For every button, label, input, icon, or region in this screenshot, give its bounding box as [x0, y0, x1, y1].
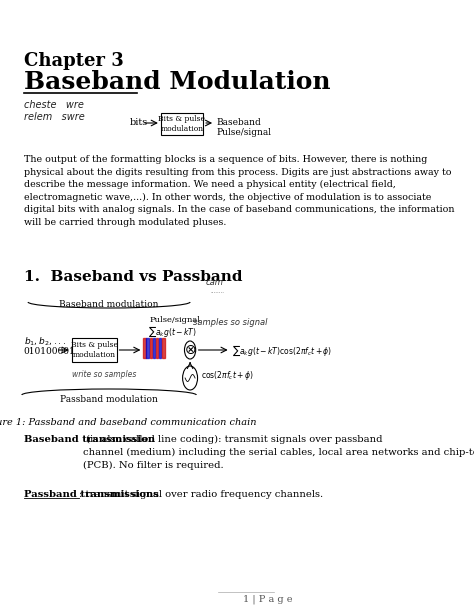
Bar	[143, 338, 146, 358]
Text: ........: ........	[210, 289, 225, 294]
Text: $b_1, b_2, ...$: $b_1, b_2, ...$	[24, 335, 66, 348]
Text: : transmit signal over radio frequency channels.: : transmit signal over radio frequency c…	[79, 490, 323, 499]
Text: Passband transmissions: Passband transmissions	[24, 490, 159, 499]
Text: cheste   wre: cheste wre	[24, 100, 83, 110]
Text: (is also called line coding): transmit signals over passband
channel (medium) in: (is also called line coding): transmit s…	[83, 435, 474, 470]
Text: Baseband modulation: Baseband modulation	[59, 300, 159, 309]
Bar	[159, 338, 162, 358]
Circle shape	[182, 366, 198, 390]
Text: 1.  Baseband vs Passband: 1. Baseband vs Passband	[24, 270, 242, 284]
Text: $\sum a_k g(t-kT)\cos(2\pi f_c t + \phi)$: $\sum a_k g(t-kT)\cos(2\pi f_c t + \phi)…	[232, 344, 332, 358]
Text: relem   swre: relem swre	[24, 112, 84, 122]
Text: write so samples: write so samples	[72, 370, 136, 379]
Bar	[146, 338, 149, 358]
FancyBboxPatch shape	[161, 113, 203, 135]
Text: Bits & pulse
modulation: Bits & pulse modulation	[158, 115, 205, 132]
Text: Figure 1: Passband and baseband communication chain: Figure 1: Passband and baseband communic…	[0, 418, 256, 427]
Bar	[153, 338, 155, 358]
Bar	[156, 338, 158, 358]
Text: Baseband Modulation: Baseband Modulation	[24, 70, 330, 94]
Text: The output of the formatting blocks is a sequence of bits. However, there is not: The output of the formatting blocks is a…	[24, 155, 454, 227]
Text: 010100001: 010100001	[24, 347, 75, 356]
Text: samples so signal: samples so signal	[193, 318, 268, 327]
Text: $\cos(2\pi f_c t + \phi)$: $\cos(2\pi f_c t + \phi)$	[201, 368, 254, 381]
Text: bits: bits	[129, 118, 148, 127]
Text: Baseband transmission: Baseband transmission	[24, 435, 155, 444]
Circle shape	[184, 341, 196, 359]
Text: $\sum a_k g(t-kT)$: $\sum a_k g(t-kT)$	[148, 325, 197, 339]
Text: Passband modulation: Passband modulation	[60, 395, 158, 404]
Text: Bits & pulse
modulation: Bits & pulse modulation	[71, 341, 118, 359]
Text: 1 | P a g e: 1 | P a g e	[243, 595, 292, 604]
Bar	[150, 338, 152, 358]
Text: $\otimes$: $\otimes$	[184, 343, 196, 357]
FancyBboxPatch shape	[72, 338, 117, 362]
Bar	[162, 338, 164, 358]
Text: Chapter 3: Chapter 3	[24, 52, 123, 70]
Text: Baseband
Pulse/signal: Baseband Pulse/signal	[216, 118, 271, 137]
Text: Pulse/signal: Pulse/signal	[150, 316, 201, 324]
Text: cam: cam	[206, 278, 224, 287]
